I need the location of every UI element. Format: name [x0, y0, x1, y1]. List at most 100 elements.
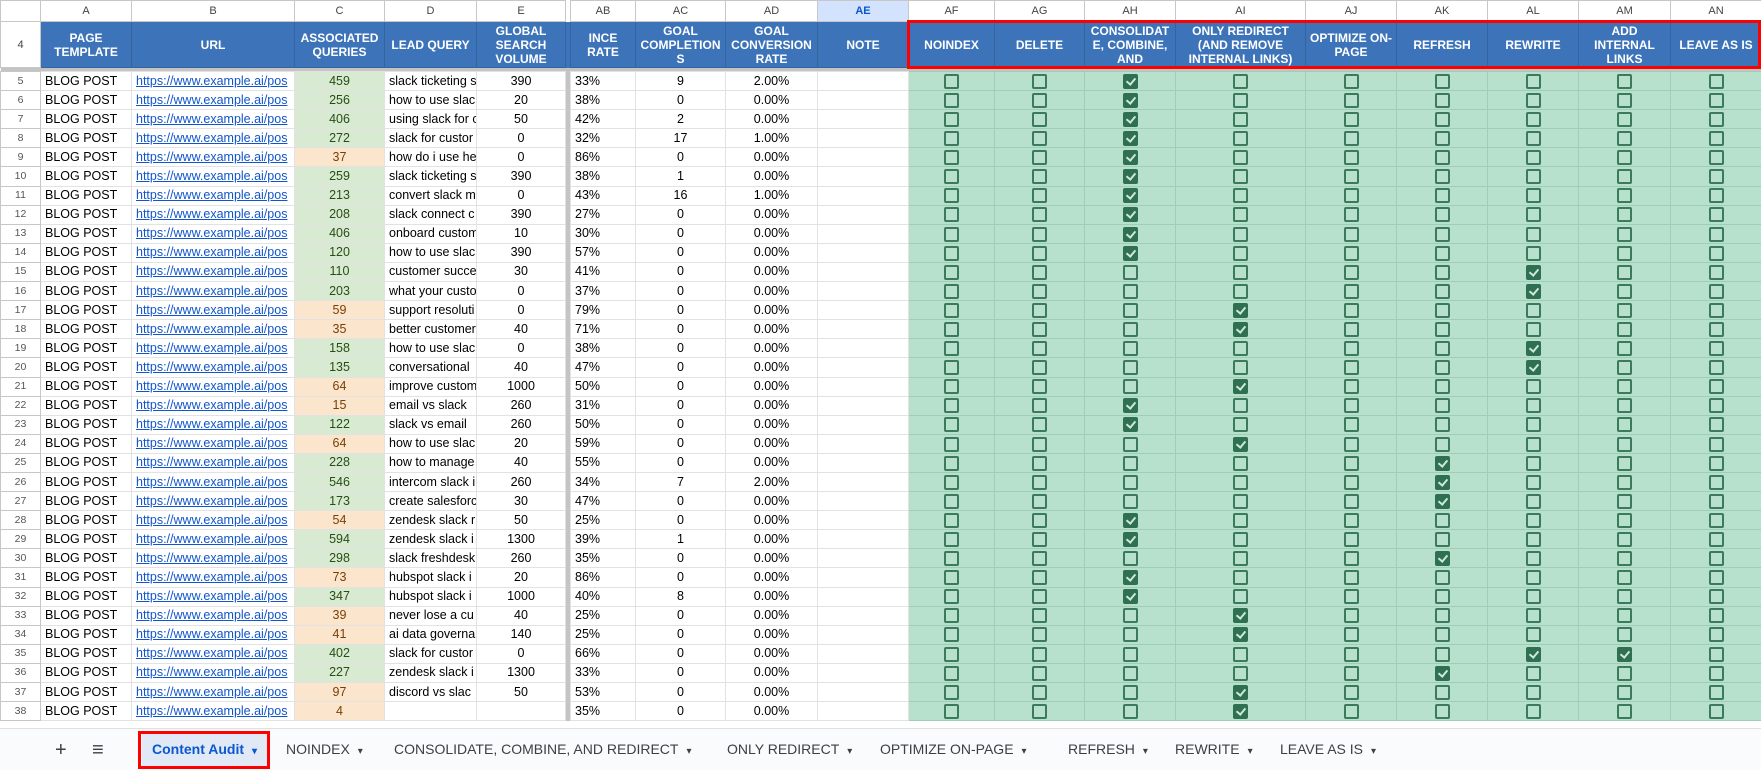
- goal-completions-cell[interactable]: 17: [636, 129, 726, 148]
- checkbox[interactable]: [1617, 704, 1632, 719]
- add-sheet-button[interactable]: +: [55, 737, 67, 763]
- goal-completions-cell[interactable]: 1: [636, 167, 726, 186]
- sheet-tab[interactable]: REFRESH▾: [1058, 733, 1158, 766]
- checkbox[interactable]: [944, 398, 959, 413]
- page-template-cell[interactable]: BLOG POST: [41, 320, 132, 339]
- page-template-cell[interactable]: BLOG POST: [41, 702, 132, 721]
- goal-completions-cell[interactable]: 0: [636, 683, 726, 702]
- checkbox[interactable]: [1344, 169, 1359, 184]
- page-template-cell[interactable]: BLOG POST: [41, 434, 132, 453]
- checked-checkbox[interactable]: [1123, 93, 1138, 108]
- page-template-cell[interactable]: BLOG POST: [41, 167, 132, 186]
- note-cell[interactable]: [818, 492, 909, 511]
- checkbox[interactable]: [1526, 475, 1541, 490]
- checkbox[interactable]: [1123, 341, 1138, 356]
- checkbox[interactable]: [1617, 93, 1632, 108]
- bounce-rate-cell[interactable]: 35%: [571, 549, 636, 568]
- checkbox[interactable]: [1435, 265, 1450, 280]
- goal-completions-cell[interactable]: 0: [636, 320, 726, 339]
- url-cell[interactable]: https://www.example.ai/pos: [132, 110, 295, 129]
- goal-completions-cell[interactable]: 0: [636, 262, 726, 281]
- goal-completions-cell[interactable]: 0: [636, 339, 726, 358]
- row-number[interactable]: 23: [1, 415, 41, 434]
- checked-checkbox[interactable]: [1123, 227, 1138, 242]
- checkbox[interactable]: [1435, 589, 1450, 604]
- note-cell[interactable]: [818, 396, 909, 415]
- checked-checkbox[interactable]: [1123, 74, 1138, 89]
- url-cell[interactable]: https://www.example.ai/pos: [132, 472, 295, 491]
- checkbox[interactable]: [1344, 227, 1359, 242]
- checkbox[interactable]: [1032, 74, 1047, 89]
- lead-query-cell[interactable]: zendesk slack i: [385, 530, 477, 549]
- page-template-cell[interactable]: BLOG POST: [41, 625, 132, 644]
- checkbox[interactable]: [1709, 685, 1724, 700]
- checked-checkbox[interactable]: [1123, 532, 1138, 547]
- checkbox[interactable]: [1435, 608, 1450, 623]
- checkbox[interactable]: [1032, 227, 1047, 242]
- header-cell[interactable]: NOINDEX: [909, 22, 995, 68]
- checkbox[interactable]: [1344, 513, 1359, 528]
- page-template-cell[interactable]: BLOG POST: [41, 396, 132, 415]
- checkbox[interactable]: [1032, 322, 1047, 337]
- bounce-rate-cell[interactable]: 43%: [571, 186, 636, 205]
- checkbox[interactable]: [1123, 265, 1138, 280]
- associated-queries-cell[interactable]: 546: [295, 472, 385, 491]
- checkbox[interactable]: [1709, 398, 1724, 413]
- search-volume-cell[interactable]: 0: [477, 282, 566, 301]
- checkbox[interactable]: [1344, 207, 1359, 222]
- goal-conversion-rate-cell[interactable]: 0.00%: [726, 358, 818, 377]
- associated-queries-cell[interactable]: 41: [295, 625, 385, 644]
- column-header-b[interactable]: B: [132, 1, 295, 22]
- checked-checkbox[interactable]: [1526, 360, 1541, 375]
- bounce-rate-cell[interactable]: 66%: [571, 644, 636, 663]
- page-template-cell[interactable]: BLOG POST: [41, 492, 132, 511]
- search-volume-cell[interactable]: 40: [477, 606, 566, 625]
- checkbox[interactable]: [944, 589, 959, 604]
- column-header-ad[interactable]: AD: [726, 1, 818, 22]
- checkbox[interactable]: [1617, 456, 1632, 471]
- checkbox[interactable]: [1617, 666, 1632, 681]
- note-cell[interactable]: [818, 587, 909, 606]
- header-cell[interactable]: CONSOLIDAT E, COMBINE, AND: [1085, 22, 1176, 68]
- lead-query-cell[interactable]: zendesk slack r: [385, 511, 477, 530]
- row-number[interactable]: 30: [1, 549, 41, 568]
- checkbox[interactable]: [1032, 265, 1047, 280]
- goal-conversion-rate-cell[interactable]: 1.00%: [726, 186, 818, 205]
- goal-conversion-rate-cell[interactable]: 0.00%: [726, 568, 818, 587]
- associated-queries-cell[interactable]: 110: [295, 262, 385, 281]
- chevron-down-icon[interactable]: ▾: [252, 746, 257, 757]
- checkbox[interactable]: [1709, 188, 1724, 203]
- checkbox[interactable]: [1617, 322, 1632, 337]
- bounce-rate-cell[interactable]: 55%: [571, 453, 636, 472]
- goal-conversion-rate-cell[interactable]: 0.00%: [726, 453, 818, 472]
- row-number[interactable]: 8: [1, 129, 41, 148]
- checkbox[interactable]: [1435, 532, 1450, 547]
- associated-queries-cell[interactable]: 4: [295, 702, 385, 721]
- chevron-down-icon[interactable]: ▾: [1022, 746, 1027, 757]
- associated-queries-cell[interactable]: 97: [295, 683, 385, 702]
- checkbox[interactable]: [1709, 284, 1724, 299]
- bounce-rate-cell[interactable]: 40%: [571, 587, 636, 606]
- goal-conversion-rate-cell[interactable]: 0.00%: [726, 91, 818, 110]
- header-cell[interactable]: PAGE TEMPLATE: [41, 22, 132, 68]
- row-number[interactable]: 14: [1, 243, 41, 262]
- bounce-rate-cell[interactable]: 25%: [571, 625, 636, 644]
- checked-checkbox[interactable]: [1123, 513, 1138, 528]
- checkbox[interactable]: [1709, 379, 1724, 394]
- checkbox[interactable]: [1617, 417, 1632, 432]
- checkbox[interactable]: [1709, 131, 1724, 146]
- checked-checkbox[interactable]: [1123, 417, 1138, 432]
- goal-completions-cell[interactable]: 7: [636, 472, 726, 491]
- page-template-cell[interactable]: BLOG POST: [41, 243, 132, 262]
- note-cell[interactable]: [818, 186, 909, 205]
- checkbox[interactable]: [1435, 207, 1450, 222]
- checkbox[interactable]: [1344, 608, 1359, 623]
- url-link[interactable]: https://www.example.ai/pos: [136, 74, 287, 88]
- row-number[interactable]: 29: [1, 530, 41, 549]
- sheet-tab[interactable]: LEAVE AS IS▾: [1270, 733, 1386, 766]
- checkbox[interactable]: [944, 475, 959, 490]
- checkbox[interactable]: [1233, 647, 1248, 662]
- checkbox[interactable]: [1617, 150, 1632, 165]
- goal-completions-cell[interactable]: 0: [636, 415, 726, 434]
- lead-query-cell[interactable]: discord vs slac: [385, 683, 477, 702]
